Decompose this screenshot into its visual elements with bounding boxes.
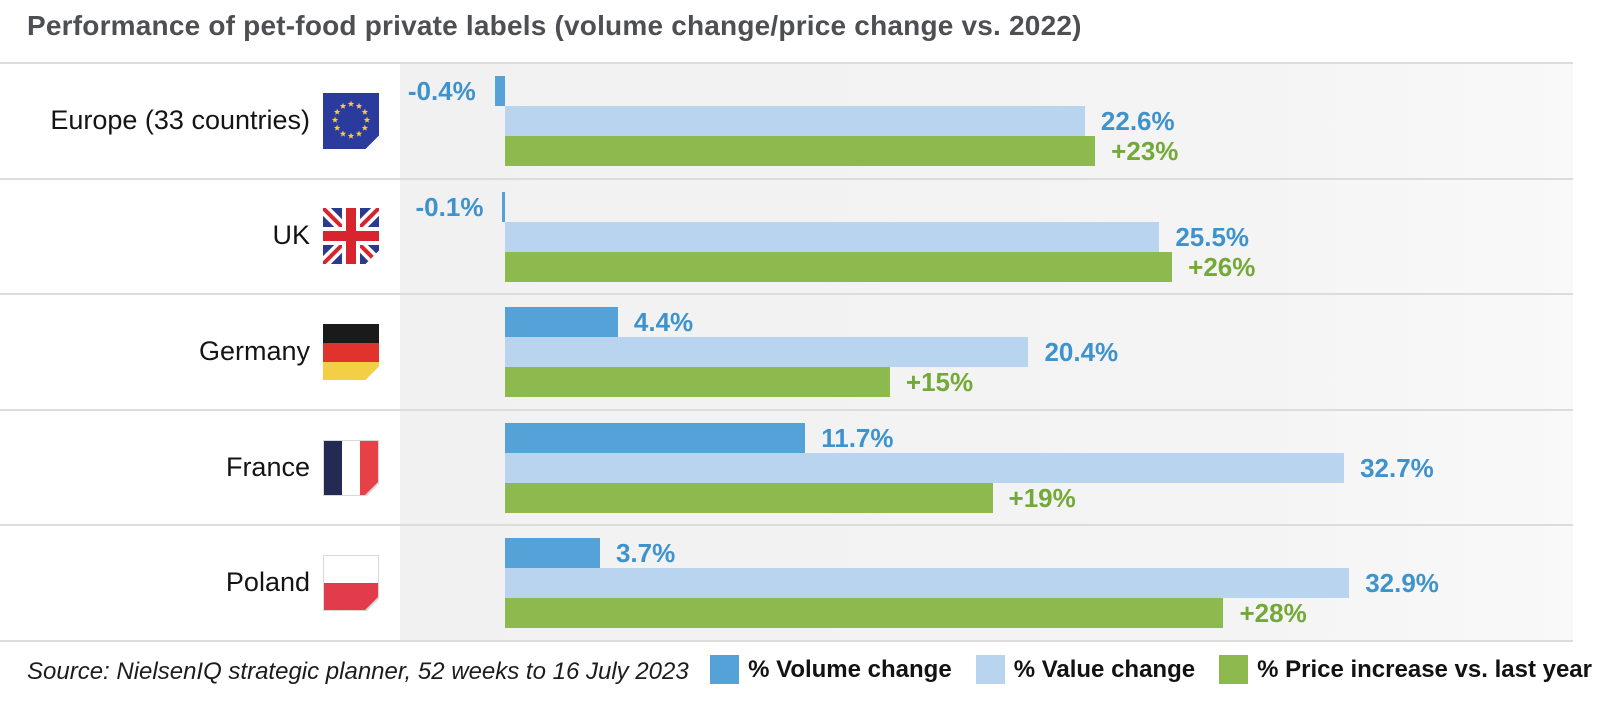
price-bar bbox=[505, 251, 1173, 282]
value-bar bbox=[505, 221, 1160, 252]
value-legend-swatch-icon bbox=[975, 655, 1005, 684]
volume-bar bbox=[505, 422, 806, 453]
country-label: France bbox=[225, 451, 310, 482]
value-value-label: 25.5% bbox=[1175, 221, 1250, 252]
uk-flag-icon bbox=[323, 208, 379, 269]
volume-bar bbox=[494, 76, 505, 106]
volume-value-label: -0.4% bbox=[407, 76, 476, 106]
volume-legend-swatch-icon bbox=[710, 655, 740, 684]
price-bar bbox=[505, 482, 993, 513]
poland-flag-icon bbox=[322, 554, 380, 616]
volume-value-label: 11.7% bbox=[821, 422, 894, 453]
legend-item: % Volume change bbox=[710, 655, 952, 684]
volume-value-label: 3.7% bbox=[615, 538, 676, 569]
chart-title: Performance of pet-food private labels (… bbox=[27, 10, 1082, 41]
source-note: Source: NielsenIQ strategic planner, 52 … bbox=[27, 658, 689, 685]
row-divider bbox=[0, 408, 1573, 411]
germany-flag-icon bbox=[323, 324, 379, 385]
row-divider bbox=[0, 640, 1573, 642]
volume-bar bbox=[502, 191, 505, 222]
value-bar bbox=[505, 568, 1350, 599]
price-legend-swatch-icon bbox=[1219, 655, 1249, 684]
country-label: Poland bbox=[225, 567, 310, 598]
legend-label: % Value change bbox=[1013, 655, 1196, 683]
country-label: UK bbox=[272, 220, 310, 251]
chart-legend: % Volume change % Value change % Price inc… bbox=[710, 655, 1592, 684]
volume-bar bbox=[505, 538, 600, 569]
eu-flag-icon bbox=[323, 92, 379, 154]
value-value-label: 32.9% bbox=[1365, 568, 1439, 599]
value-bar bbox=[505, 106, 1085, 136]
price-value-label: +26% bbox=[1188, 251, 1256, 282]
value-value-label: 20.4% bbox=[1044, 337, 1119, 368]
price-bar bbox=[505, 367, 890, 398]
price-value-label: +19% bbox=[1008, 482, 1076, 513]
volume-value-label: -0.1% bbox=[415, 191, 484, 222]
legend-item: % Value change bbox=[975, 655, 1196, 684]
row-divider bbox=[0, 524, 1573, 527]
country-label: Germany bbox=[198, 336, 310, 366]
legend-label: % Volume change bbox=[748, 655, 952, 683]
value-bar bbox=[505, 337, 1029, 368]
price-bar bbox=[505, 136, 1096, 166]
price-value-label: +15% bbox=[905, 367, 974, 398]
price-value-label: +28% bbox=[1239, 598, 1307, 629]
price-value-label: +23% bbox=[1111, 136, 1179, 166]
value-value-label: 22.6% bbox=[1100, 106, 1175, 136]
row-divider bbox=[0, 177, 1573, 180]
legend-item: % Price increase vs. last year bbox=[1219, 655, 1592, 684]
volume-bar bbox=[505, 307, 618, 338]
legend-label: % Price increase vs. last year bbox=[1257, 655, 1592, 683]
price-bar bbox=[505, 598, 1224, 629]
france-flag-icon bbox=[322, 438, 380, 501]
country-label: Europe (33 countries) bbox=[50, 104, 310, 135]
row-divider bbox=[0, 293, 1573, 296]
title-divider bbox=[0, 62, 1573, 64]
value-value-label: 32.7% bbox=[1360, 452, 1434, 483]
value-bar bbox=[505, 452, 1345, 483]
volume-value-label: 4.4% bbox=[633, 307, 694, 338]
